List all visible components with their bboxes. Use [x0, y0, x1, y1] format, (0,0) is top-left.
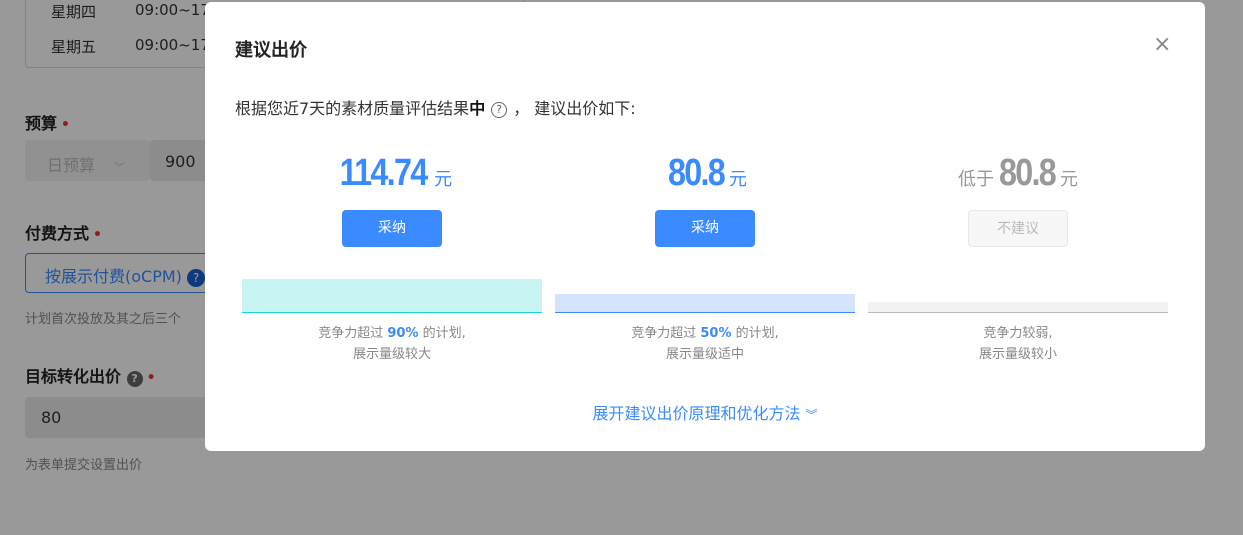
help-icon[interactable]: ?: [491, 102, 508, 118]
competitiveness-bar: [555, 294, 855, 313]
target-bid-hint: 为表单提交设置出价: [25, 458, 143, 473]
competitiveness-bar: [868, 302, 1168, 313]
bid-option-3: 低于 80.8 元 不建议 竞争力较弱, 展示量级较小: [868, 152, 1168, 372]
modal-subtitle: 根据您近7天的素材质量评估结果中?， 建议出价如下:: [235, 99, 636, 118]
bid-description: 竞争力较弱, 展示量级较小: [978, 326, 1057, 362]
schedule-day: 星期四: [51, 3, 97, 21]
suggested-bid-modal: 建议出价 × 根据您近7天的素材质量评估结果中?， 建议出价如下: 114.74…: [205, 2, 1205, 451]
close-icon[interactable]: ×: [1153, 32, 1172, 57]
expand-link[interactable]: 展开建议出价原理和优化方法 ︾: [592, 404, 818, 423]
schedule-day: 星期五: [51, 38, 97, 56]
bid-description: 竞争力超过 50% 的计划, 展示量级适中: [631, 326, 779, 362]
modal-title: 建议出价: [235, 40, 307, 61]
help-icon: ?: [126, 371, 143, 387]
budget-type-select[interactable]: 日预算 ﹀: [25, 140, 150, 181]
bid-price: 80.8 元: [667, 152, 747, 194]
double-chevron-down-icon: ︾: [805, 408, 818, 422]
bid-description: 竞争力超过 90% 的计划, 展示量级较大: [318, 326, 466, 362]
payment-label: 付费方式 •: [25, 224, 102, 243]
adopt-button[interactable]: 采纳: [655, 210, 755, 247]
payment-hint: 计划首次投放及其之后三个: [25, 312, 182, 327]
help-icon: ?: [187, 269, 205, 287]
bid-option-2: 80.8 元 采纳 竞争力超过 50% 的计划, 展示量级适中: [555, 152, 855, 372]
bid-price: 114.74 元: [339, 152, 453, 194]
adopt-button[interactable]: 采纳: [342, 210, 442, 247]
bid-price: 低于 80.8 元: [958, 152, 1078, 194]
budget-label: 预算 •: [25, 114, 70, 133]
competitiveness-bar: [242, 279, 542, 313]
bid-option-1: 114.74 元 采纳 竞争力超过 90% 的计划, 展示量级较大: [242, 152, 542, 372]
not-recommended-button: 不建议: [968, 210, 1068, 247]
target-bid-label: 目标转化出价 ? •: [25, 367, 156, 387]
